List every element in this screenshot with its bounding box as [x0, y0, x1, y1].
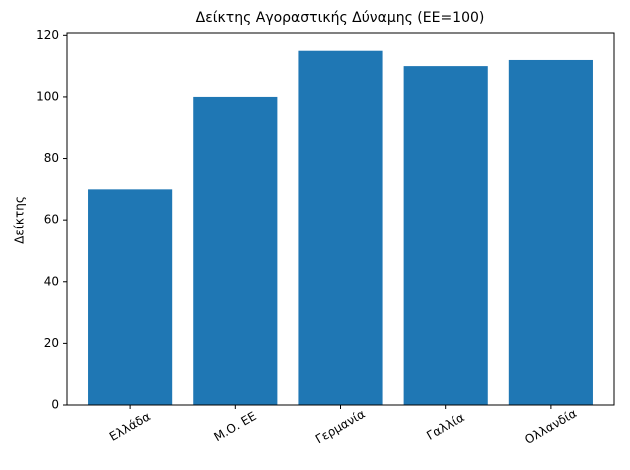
x-tick-label: Μ.Ο. ΕΕ: [211, 409, 258, 444]
y-tick-label: 120: [36, 28, 59, 42]
plot-frame: [66, 32, 615, 406]
bar: [403, 66, 488, 405]
bar: [508, 59, 593, 406]
y-tick-label: 80: [44, 151, 59, 165]
x-tick-label: Γαλλία: [424, 410, 466, 443]
chart-title: Δείκτης Αγοραστικής Δύναμης (ΕΕ=100): [196, 10, 485, 26]
y-tick-label: 100: [36, 89, 59, 103]
x-tick-label: Ελλάδα: [107, 409, 153, 444]
bar: [88, 189, 173, 405]
y-tick-label: 0: [51, 398, 59, 412]
y-tick-label: 40: [44, 274, 59, 288]
bar: [193, 96, 278, 405]
x-tick-label: Ολλανδία: [522, 406, 579, 447]
bar: [298, 50, 383, 405]
y-axis-label: Δείκτης: [13, 196, 27, 244]
y-tick-label: 20: [44, 336, 59, 350]
x-tick-label: Γερμανία: [313, 407, 368, 447]
y-tick-label: 60: [44, 213, 59, 227]
